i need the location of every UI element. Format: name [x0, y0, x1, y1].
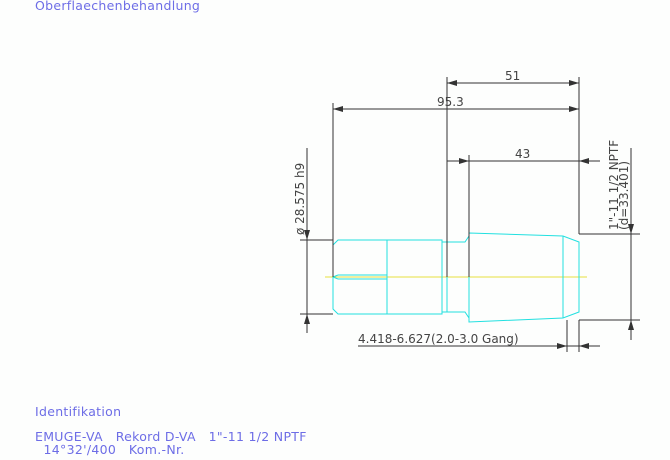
identification-heading: Identifikation	[35, 404, 122, 419]
dim-text-diameter: ø 28.575 h9	[293, 163, 307, 235]
surface-treatment-heading: Oberflaechenbehandlung	[35, 0, 201, 13]
dim-text-43: 43	[515, 147, 530, 161]
dim-text-core-range: 4.418-6.627(2.0-3.0 Gang)	[358, 332, 519, 346]
identification-line-2: 14°32'/400 Kom.-Nr.	[35, 442, 185, 457]
extension-lines	[300, 77, 640, 352]
dim-text-51: 51	[505, 69, 520, 83]
dim-text-95-3: 95.3	[437, 95, 464, 109]
identification-line-1: EMUGE-VA Rekord D-VA 1"-11 1/2 NPTF	[35, 429, 307, 444]
dim-text-thread-diameter: (d=33.401)	[617, 161, 631, 230]
dim-text-thread-spec: 1"-11 1/2 NPTF	[607, 140, 621, 230]
